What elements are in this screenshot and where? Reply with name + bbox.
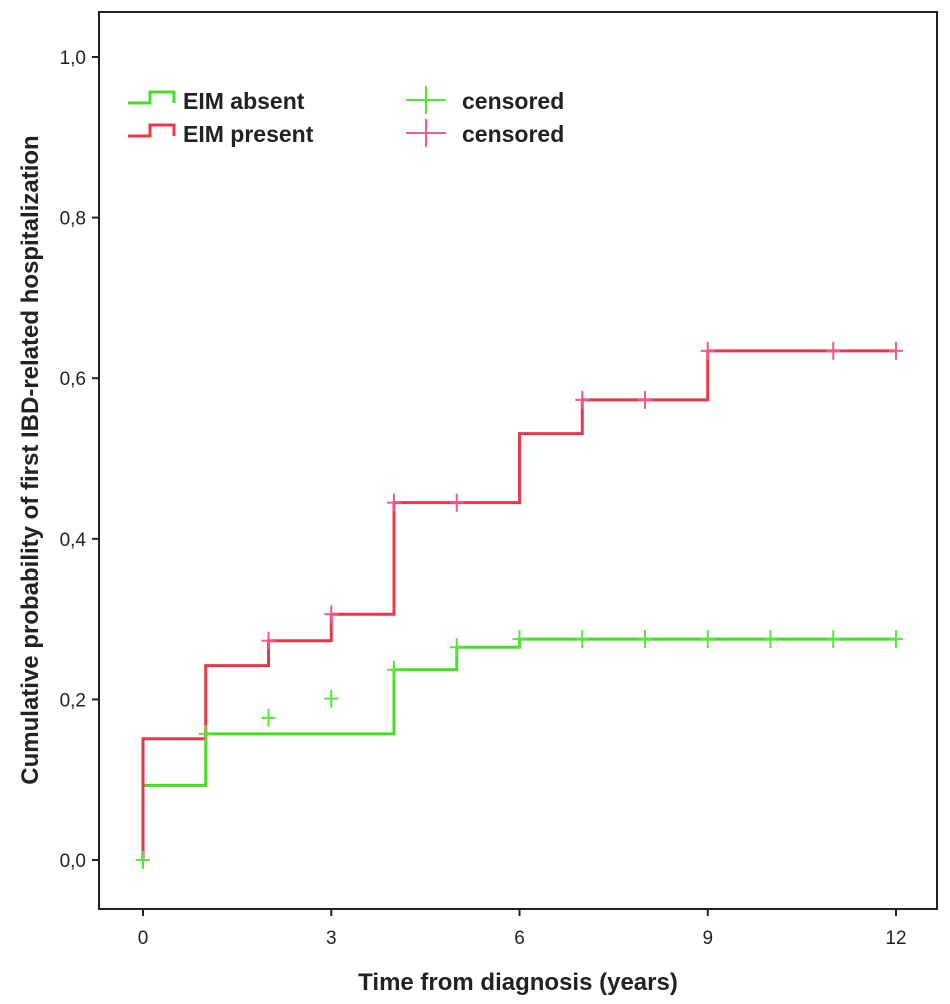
legend-censor-swatch bbox=[406, 86, 446, 114]
legend-line-swatch bbox=[128, 123, 176, 138]
y-tick-label: 0,4 bbox=[60, 530, 87, 551]
x-tick-label: 12 bbox=[885, 928, 906, 949]
censor-mark-eim-present bbox=[826, 341, 841, 360]
censor-mark-eim-present bbox=[889, 341, 903, 360]
y-tick-label: 0,2 bbox=[60, 690, 86, 711]
y-tick-label: 0,8 bbox=[60, 209, 86, 230]
censor-mark-eim-absent bbox=[261, 708, 276, 727]
y-tick-label: 0,6 bbox=[60, 369, 86, 390]
censor-mark-eim-absent bbox=[198, 724, 213, 743]
series-line-eim-present bbox=[141, 349, 896, 860]
x-axis-title: Time from diagnosis (years) bbox=[358, 969, 678, 996]
series-layer bbox=[141, 349, 896, 860]
y-tick-label: 1,0 bbox=[60, 48, 86, 69]
x-tick-label: 3 bbox=[326, 928, 337, 949]
plot-frame bbox=[98, 11, 938, 910]
censor-mark-eim-absent bbox=[826, 630, 841, 649]
y-axis-title: Cumulative probability of first IBD-rela… bbox=[17, 135, 44, 784]
censor-mark-eim-absent bbox=[575, 630, 590, 649]
censor-mark-eim-present bbox=[324, 605, 339, 624]
legend: EIM absent EIM present censored censored bbox=[128, 86, 564, 147]
censor-mark-eim-absent bbox=[889, 630, 903, 649]
legend-label: censored bbox=[462, 88, 564, 114]
censor-mark-eim-absent bbox=[700, 630, 715, 649]
censor-mark-eim-absent bbox=[449, 638, 464, 657]
series-line-eim-absent bbox=[141, 637, 896, 860]
y-axis: 0,0 0,2 0,4 0,6 0,8 1,0 bbox=[60, 48, 99, 872]
legend-censor-swatch bbox=[406, 119, 446, 147]
censor-mark-eim-present bbox=[638, 390, 652, 409]
censor-mark-eim-present bbox=[387, 493, 401, 512]
censor-mark-eim-absent bbox=[763, 630, 778, 649]
censor-mark-eim-present bbox=[575, 390, 590, 409]
legend-label: EIM present bbox=[183, 121, 314, 147]
censor-mark-eim-present bbox=[700, 341, 715, 360]
censor-mark-eim-present bbox=[261, 631, 276, 650]
x-tick-label: 9 bbox=[702, 928, 713, 949]
censor-mark-eim-absent bbox=[387, 660, 401, 679]
legend-line-swatch bbox=[128, 90, 176, 105]
censor-mark-eim-absent bbox=[512, 630, 527, 649]
censor-mark-eim-absent bbox=[136, 851, 150, 869]
censor-mark-eim-absent bbox=[324, 689, 339, 708]
legend-label: censored bbox=[462, 121, 564, 147]
censor-mark-eim-absent bbox=[638, 630, 652, 649]
x-axis: 0 3 6 9 12 bbox=[138, 909, 907, 949]
legend-label: EIM absent bbox=[183, 88, 305, 114]
x-tick-label: 0 bbox=[138, 928, 149, 949]
y-tick-label: 0,0 bbox=[60, 851, 86, 872]
censor-layer bbox=[136, 341, 903, 869]
censor-mark-eim-present bbox=[449, 493, 464, 512]
x-tick-label: 6 bbox=[514, 928, 525, 949]
